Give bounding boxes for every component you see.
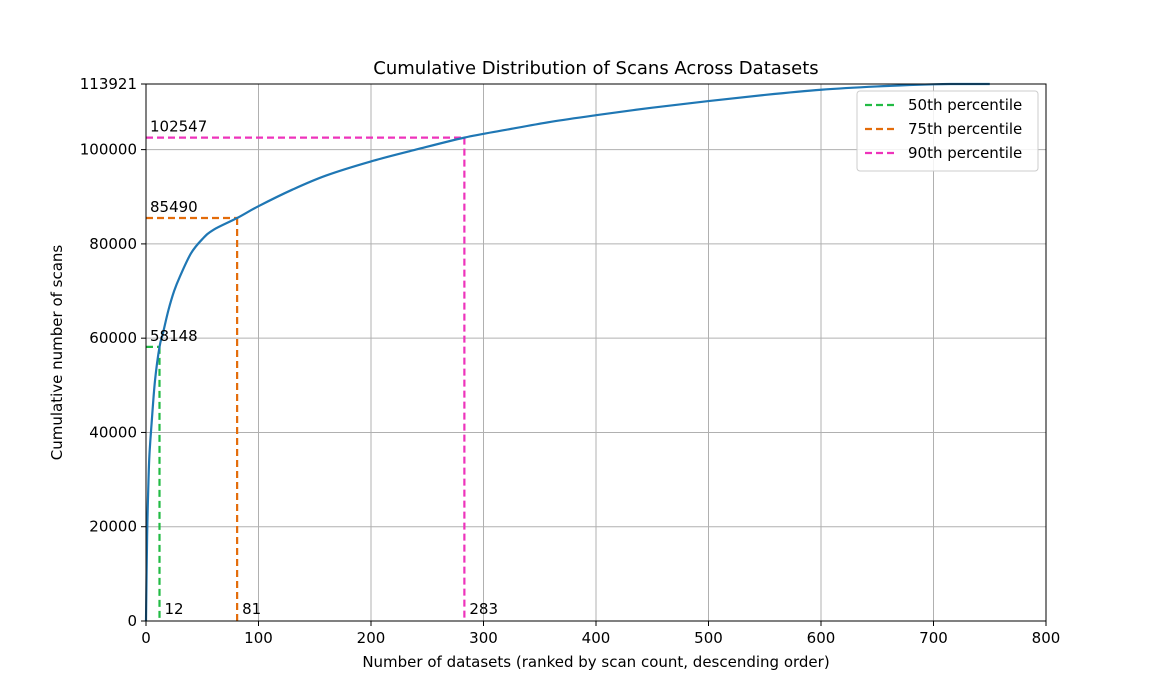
y-tick-label: 20000 — [89, 518, 137, 536]
cdf-series-line — [144, 82, 990, 622]
x-tick-label: 600 — [807, 629, 836, 647]
percentile-x-annotation: 12 — [165, 600, 184, 618]
series — [144, 82, 990, 622]
x-tick-label: 400 — [582, 629, 611, 647]
y-axis-title: Cumulative number of scans — [48, 245, 66, 461]
grid — [146, 84, 1046, 621]
x-axis-title: Number of datasets (ranked by scan count… — [362, 653, 829, 671]
percentile-x-annotation: 81 — [242, 600, 261, 618]
x-tick-label: 800 — [1032, 629, 1061, 647]
x-tick-label: 0 — [141, 629, 151, 647]
legend-box — [856, 90, 1039, 172]
y-tick-label: 100000 — [80, 141, 137, 159]
legend-label: 50th percentile — [908, 96, 1022, 114]
y-tick-label: 60000 — [89, 329, 137, 347]
x-tick-label: 100 — [244, 629, 273, 647]
y-tick-label: 40000 — [89, 423, 137, 441]
y-tick-label: 80000 — [89, 235, 137, 253]
percentile-y-annotation: 102547 — [150, 118, 207, 136]
percentile-y-annotation: 85490 — [150, 198, 198, 216]
y-tick-label: 113921 — [80, 75, 137, 93]
chart-title: Cumulative Distribution of Scans Across … — [373, 58, 818, 79]
legend-label: 75th percentile — [908, 120, 1022, 138]
percentile-annotations: 58148 12 85490 81 102547 283 — [150, 118, 498, 618]
legend: 50th percentile 75th percentile 90th perce… — [856, 90, 1039, 172]
x-tick-label: 700 — [919, 629, 948, 647]
x-tick-label: 300 — [469, 629, 498, 647]
x-tick-label: 200 — [357, 629, 386, 647]
percentile-x-annotation: 283 — [469, 600, 498, 618]
percentile-lines — [146, 136, 466, 621]
y-axis-ticks: 0 20000 40000 60000 80000 100000 113921 — [80, 75, 146, 630]
x-axis-ticks: 0 100 200 300 400 500 600 700 800 — [141, 621, 1060, 647]
x-tick-label: 500 — [694, 629, 723, 647]
percentile-y-annotation: 58148 — [150, 327, 198, 345]
legend-label: 90th percentile — [908, 144, 1022, 162]
y-tick-label: 0 — [127, 612, 137, 630]
